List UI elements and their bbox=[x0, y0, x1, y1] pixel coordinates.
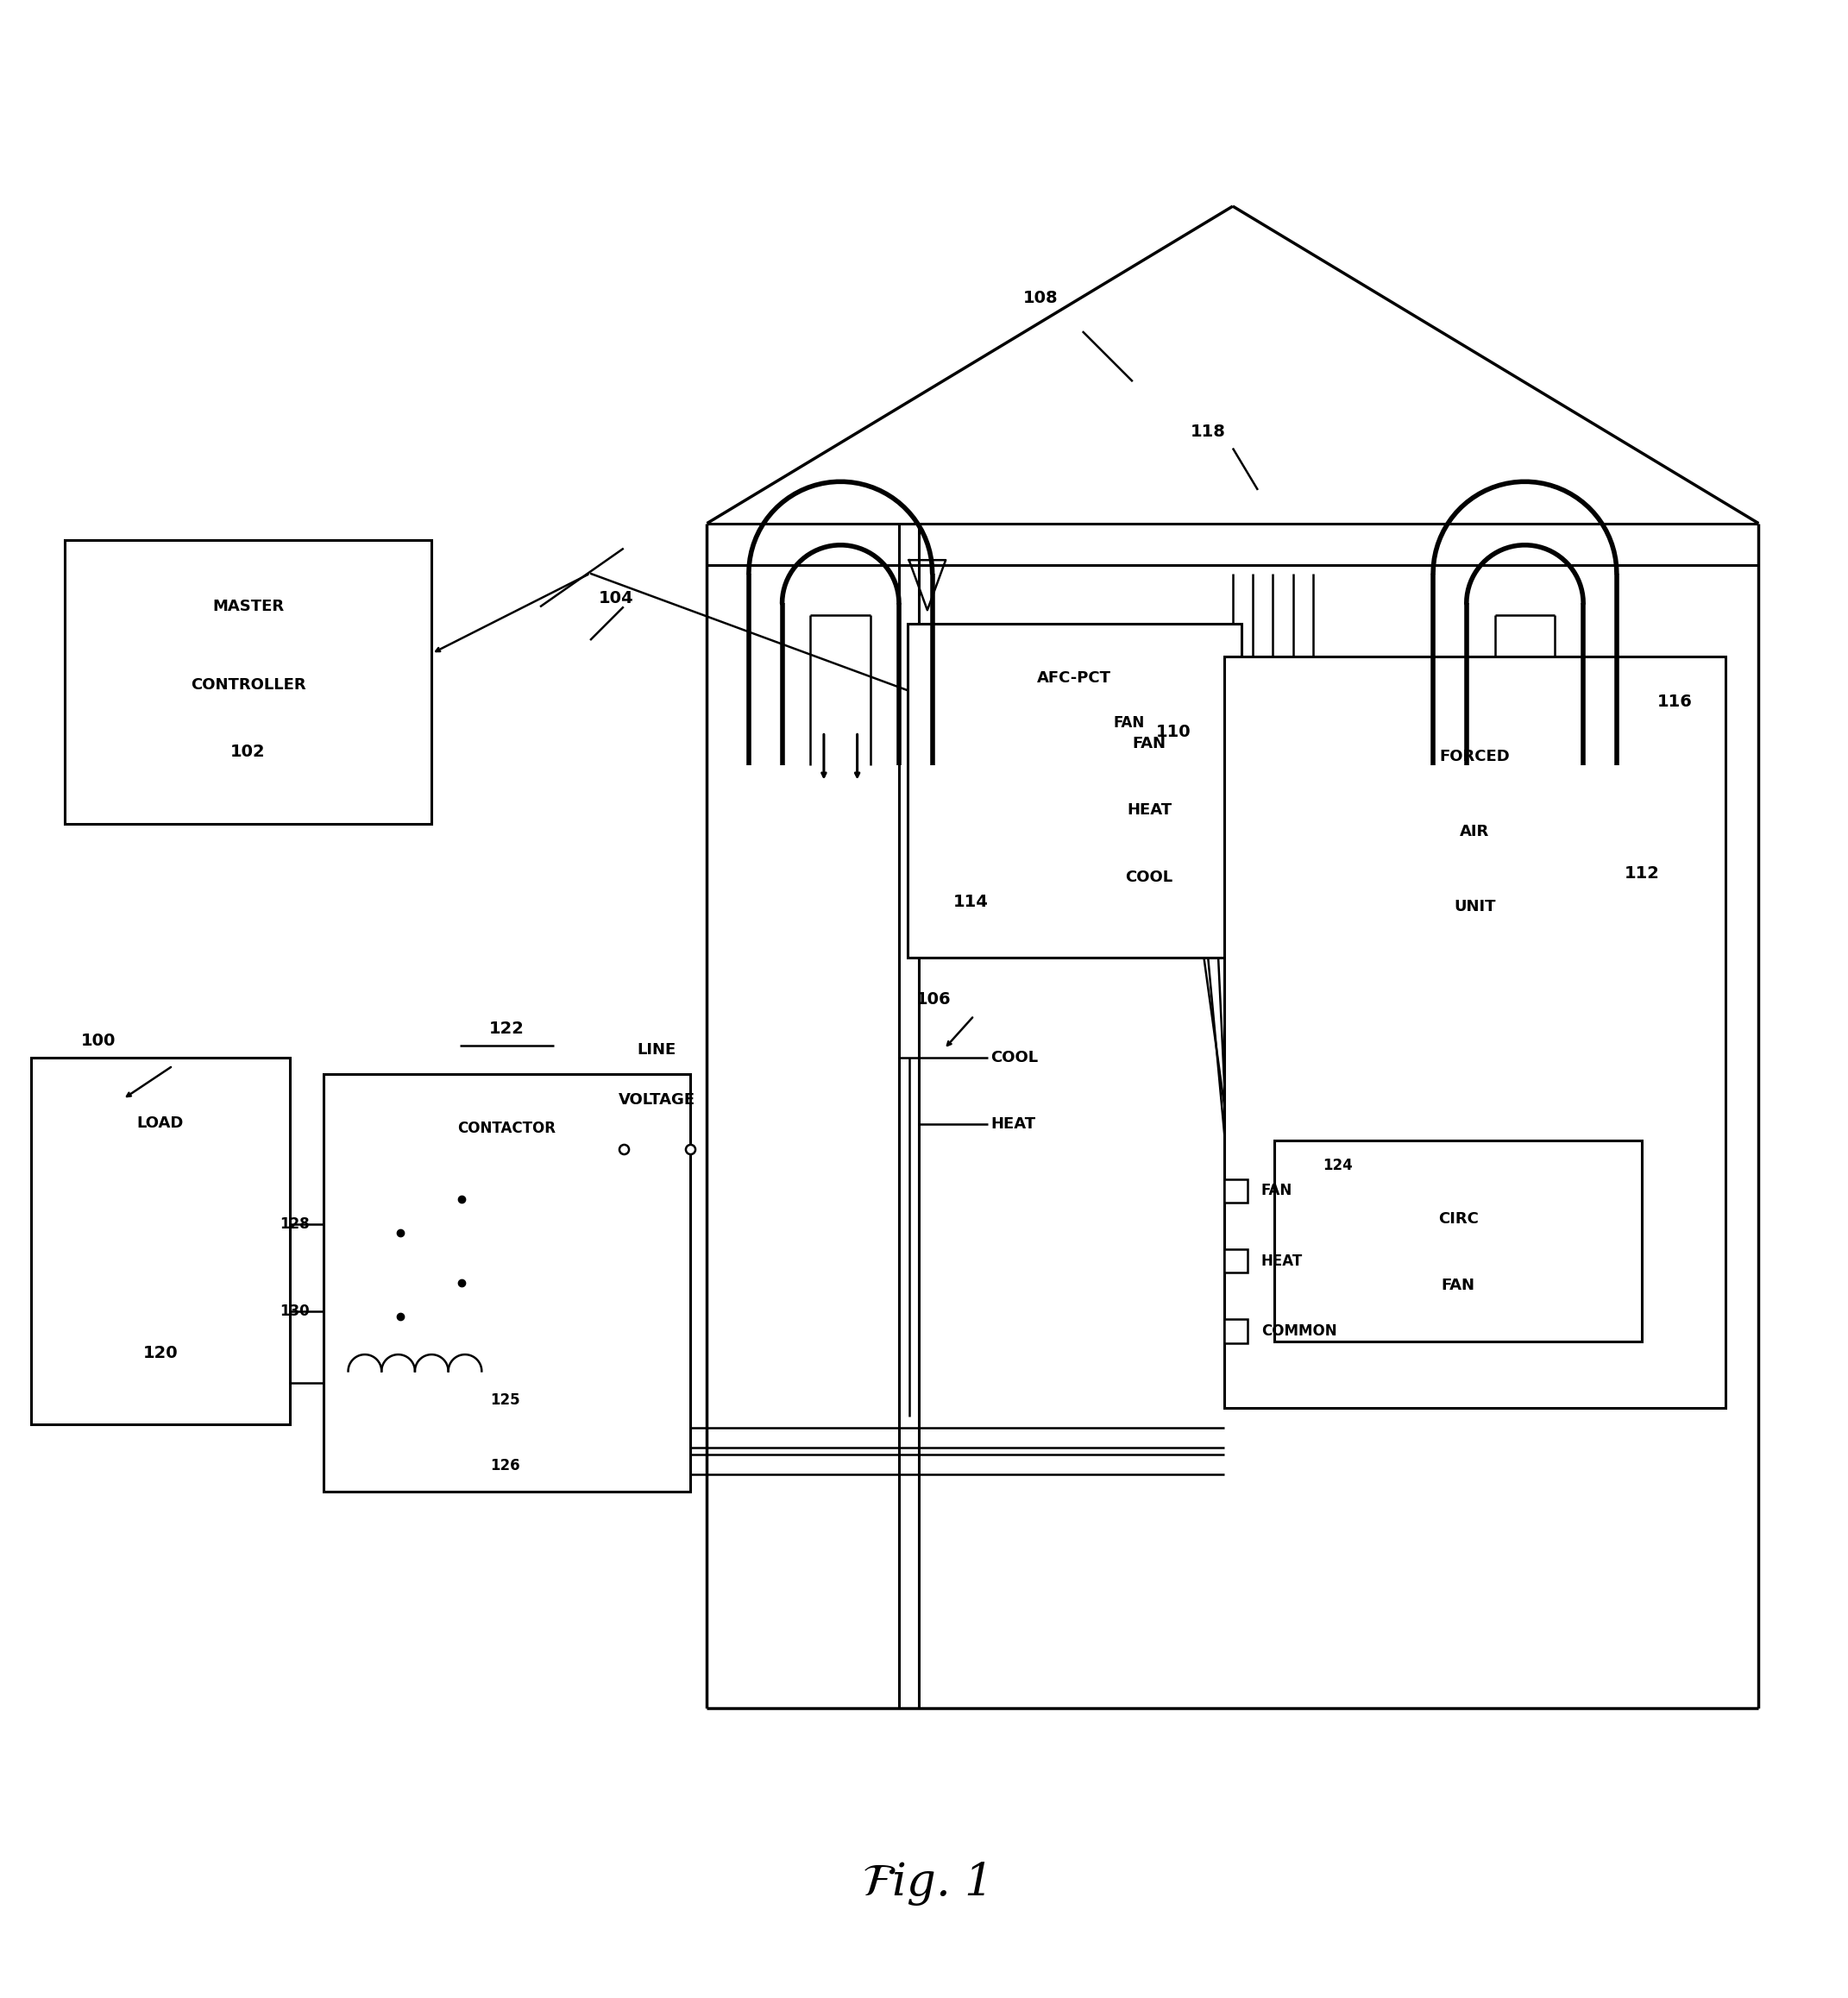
Bar bbox=[1231, 867, 1251, 887]
Bar bbox=[1231, 799, 1251, 821]
Text: $\mathcal{F}$ig. 1: $\mathcal{F}$ig. 1 bbox=[861, 1860, 987, 1908]
Text: 112: 112 bbox=[1624, 865, 1660, 881]
Text: HEAT: HEAT bbox=[1260, 1253, 1303, 1269]
Text: 126: 126 bbox=[490, 1459, 519, 1473]
Text: 120: 120 bbox=[142, 1345, 177, 1361]
Text: 106: 106 bbox=[915, 991, 950, 1007]
Text: LOAD: LOAD bbox=[137, 1115, 183, 1131]
Text: MASTER: MASTER bbox=[213, 599, 285, 613]
Text: AFC-PCT: AFC-PCT bbox=[1037, 669, 1111, 685]
Text: 128: 128 bbox=[279, 1217, 310, 1233]
Bar bbox=[31, 1057, 290, 1425]
Text: 118: 118 bbox=[1190, 424, 1225, 440]
Bar bbox=[1275, 1141, 1641, 1341]
Bar bbox=[1231, 733, 1251, 755]
Text: COOL: COOL bbox=[1125, 869, 1173, 885]
Text: 102: 102 bbox=[231, 743, 266, 761]
Bar bbox=[65, 539, 432, 823]
Text: FAN: FAN bbox=[1260, 1183, 1292, 1199]
Text: CIRC: CIRC bbox=[1438, 1211, 1478, 1227]
Bar bbox=[1225, 1249, 1247, 1273]
Text: FAN: FAN bbox=[1441, 1279, 1475, 1293]
Text: 122: 122 bbox=[490, 1021, 525, 1037]
Bar bbox=[1225, 1179, 1247, 1203]
Text: 125: 125 bbox=[490, 1393, 519, 1409]
Text: HEAT: HEAT bbox=[1127, 803, 1172, 817]
Text: HEAT: HEAT bbox=[991, 1117, 1035, 1133]
Text: 108: 108 bbox=[1024, 290, 1059, 306]
Text: FAN: FAN bbox=[1112, 715, 1144, 731]
Bar bbox=[1225, 657, 1726, 1409]
Text: CONTROLLER: CONTROLLER bbox=[190, 677, 305, 693]
Text: VOLTAGE: VOLTAGE bbox=[619, 1093, 695, 1107]
Bar bbox=[323, 1075, 691, 1491]
Text: COOL: COOL bbox=[991, 1049, 1039, 1065]
Text: 104: 104 bbox=[599, 589, 634, 607]
Text: 124: 124 bbox=[1323, 1157, 1353, 1173]
Text: 100: 100 bbox=[81, 1033, 116, 1049]
Text: COMMON: COMMON bbox=[1260, 1323, 1336, 1339]
Bar bbox=[907, 623, 1242, 957]
Text: 116: 116 bbox=[1658, 693, 1693, 709]
Text: LINE: LINE bbox=[638, 1041, 676, 1057]
Text: UNIT: UNIT bbox=[1454, 899, 1495, 915]
Text: 110: 110 bbox=[1157, 723, 1192, 739]
Text: 130: 130 bbox=[279, 1303, 310, 1319]
Text: CONTACTOR: CONTACTOR bbox=[458, 1121, 556, 1137]
Text: FORCED: FORCED bbox=[1440, 749, 1510, 763]
Bar bbox=[1225, 1319, 1247, 1343]
Text: 114: 114 bbox=[954, 895, 989, 911]
Text: AIR: AIR bbox=[1460, 823, 1489, 839]
Text: FAN: FAN bbox=[1133, 735, 1166, 751]
